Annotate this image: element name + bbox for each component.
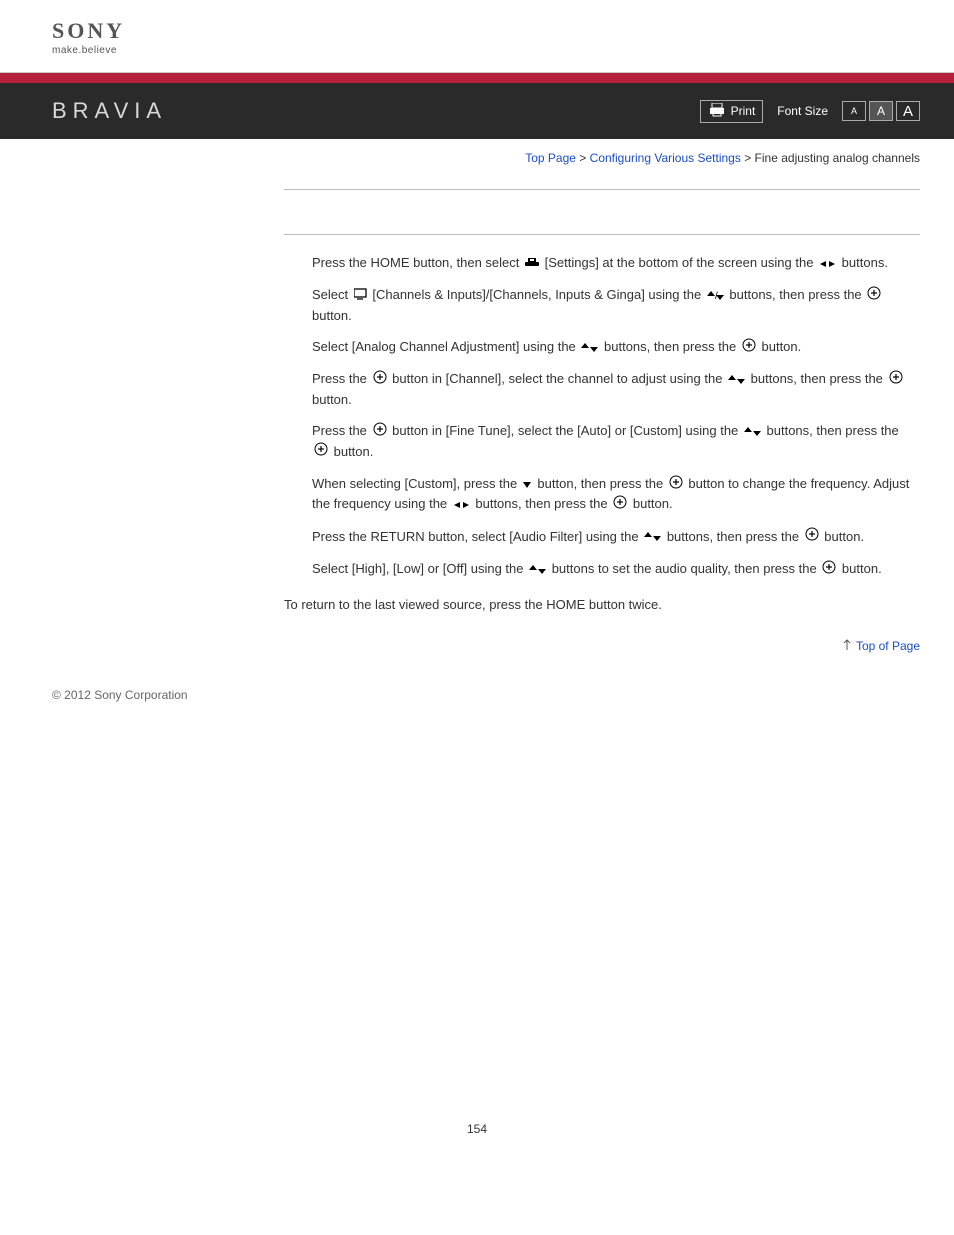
enter-icon bbox=[867, 286, 881, 306]
up-down-icon: / bbox=[707, 286, 724, 306]
main-content: Press the HOME button, then select [Sett… bbox=[284, 189, 920, 654]
breadcrumb-section-link[interactable]: Configuring Various Settings bbox=[590, 151, 741, 165]
step-3: Select [Analog Channel Adjustment] using… bbox=[312, 337, 920, 357]
title-bar: BRAVIA Print Font Size A A A bbox=[0, 83, 954, 139]
top-of-page: Top of Page bbox=[284, 639, 920, 654]
toolbox-icon bbox=[525, 254, 539, 274]
step-5: Press the button in [Fine Tune], select … bbox=[312, 421, 920, 462]
fontsize-label: Font Size bbox=[777, 104, 828, 118]
print-label: Print bbox=[731, 104, 756, 118]
fontsize-small-button[interactable]: A bbox=[842, 101, 866, 121]
enter-icon bbox=[669, 475, 683, 495]
step-4: Press the button in [Channel], select th… bbox=[312, 369, 920, 409]
brand-logo: SONY bbox=[52, 18, 954, 44]
up-arrow-icon bbox=[843, 639, 851, 654]
step-7: Press the RETURN button, select [Audio F… bbox=[312, 527, 920, 547]
brand-tagline: make.believe bbox=[52, 45, 954, 56]
left-right-icon bbox=[819, 254, 836, 274]
enter-icon bbox=[613, 495, 627, 515]
up-down-icon bbox=[744, 422, 761, 442]
print-icon bbox=[710, 103, 724, 120]
breadcrumb-current: Fine adjusting analog channels bbox=[755, 151, 920, 165]
step-6: When selecting [Custom], press the butto… bbox=[312, 474, 920, 515]
enter-icon bbox=[373, 422, 387, 442]
return-note: To return to the last viewed source, pre… bbox=[284, 595, 920, 615]
fontsize-medium-button[interactable]: A bbox=[869, 101, 893, 121]
enter-icon bbox=[373, 370, 387, 390]
enter-icon bbox=[805, 527, 819, 547]
accent-bar bbox=[0, 73, 954, 83]
print-button[interactable]: Print bbox=[700, 100, 764, 123]
divider bbox=[284, 234, 920, 235]
fontsize-large-button[interactable]: A bbox=[896, 101, 920, 121]
fontsize-buttons: A A A bbox=[842, 101, 920, 121]
enter-icon bbox=[889, 370, 903, 390]
top-of-page-link[interactable]: Top of Page bbox=[856, 639, 920, 653]
up-down-icon bbox=[529, 560, 546, 580]
enter-icon bbox=[822, 560, 836, 580]
copyright: © 2012 Sony Corporation bbox=[0, 662, 954, 702]
page-number: 154 bbox=[0, 702, 954, 1156]
left-right-icon bbox=[453, 495, 470, 515]
up-down-icon bbox=[644, 527, 661, 547]
divider bbox=[284, 189, 920, 190]
step-1: Press the HOME button, then select [Sett… bbox=[312, 253, 920, 273]
page-header: SONY make.believe bbox=[0, 0, 954, 66]
step-2: Select [Channels & Inputs]/[Channels, In… bbox=[312, 285, 920, 325]
breadcrumb-top-link[interactable]: Top Page bbox=[525, 151, 576, 165]
product-name: BRAVIA bbox=[52, 98, 167, 124]
breadcrumb: Top Page > Configuring Various Settings … bbox=[0, 139, 954, 169]
up-down-icon bbox=[581, 338, 598, 358]
down-icon bbox=[523, 475, 532, 495]
tv-icon bbox=[354, 286, 367, 306]
enter-icon bbox=[742, 338, 756, 358]
step-8: Select [High], [Low] or [Off] using the … bbox=[312, 559, 920, 579]
up-down-icon bbox=[728, 370, 745, 390]
enter-icon bbox=[314, 442, 328, 462]
